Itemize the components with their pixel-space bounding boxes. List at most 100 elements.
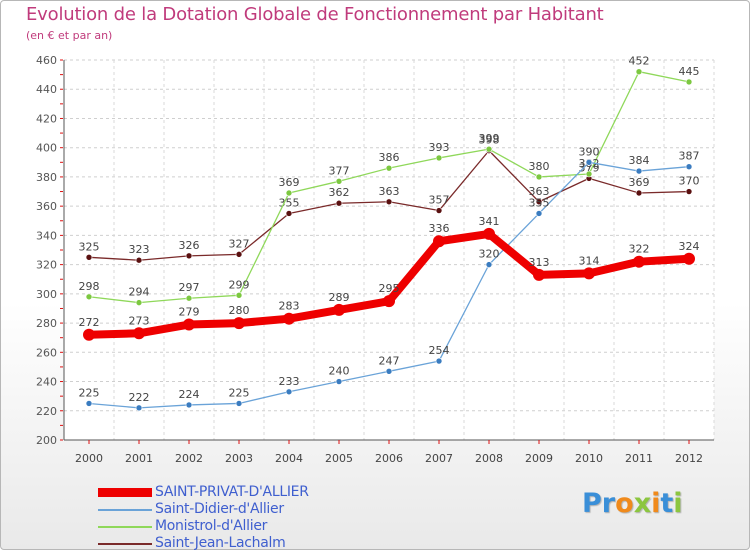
logo-letter: i (651, 488, 661, 519)
data-point (385, 164, 393, 172)
data-point (133, 327, 145, 340)
x-tick-label: 2006 (375, 452, 403, 465)
data-point (583, 267, 595, 280)
data-label: 320 (479, 248, 500, 261)
logo-letter: i (673, 488, 683, 519)
data-point (85, 293, 93, 301)
data-label: 362 (329, 186, 350, 199)
data-label: 273 (129, 314, 150, 327)
legend-swatch (98, 509, 152, 511)
legend-label: Saint-Jean-Lachalm (155, 535, 286, 551)
data-label: 390 (579, 145, 600, 158)
y-tick-label: 280 (36, 317, 57, 330)
data-point (435, 154, 443, 162)
data-point (535, 173, 543, 181)
data-point (335, 378, 343, 385)
data-label: 294 (129, 286, 150, 299)
logo-letter: r (601, 488, 616, 519)
data-point (633, 255, 645, 268)
data-point (435, 207, 443, 214)
data-point (683, 252, 695, 265)
x-tick-label: 2011 (625, 452, 653, 465)
chart-subtitle: (en € et par an) (26, 29, 113, 42)
data-label: 295 (379, 282, 400, 295)
data-label: 377 (329, 164, 350, 177)
data-point (535, 198, 543, 206)
data-point (635, 68, 643, 75)
data-point (285, 210, 293, 217)
data-point (483, 227, 495, 240)
data-label: 322 (629, 243, 650, 256)
data-point (485, 261, 493, 268)
x-tick-label: 2004 (275, 452, 303, 465)
x-tick-label: 2000 (75, 452, 103, 465)
data-label: 240 (329, 365, 350, 378)
data-label: 247 (379, 354, 400, 367)
data-label: 313 (529, 256, 550, 269)
data-label: 254 (429, 344, 450, 357)
y-tick-label: 420 (36, 112, 57, 125)
data-point (285, 388, 293, 396)
data-label: 280 (229, 304, 250, 317)
y-tick-label: 200 (36, 434, 57, 447)
legend-label: Saint-Didier-d'Allier (155, 501, 284, 517)
logo-letter: x (633, 488, 652, 519)
y-tick-label: 300 (36, 288, 57, 301)
y-tick-label: 460 (36, 54, 57, 67)
y-tick-label: 360 (36, 200, 57, 213)
proxiti-logo: Proxiti (582, 488, 683, 519)
logo-letter: P (582, 488, 602, 519)
data-label: 299 (229, 278, 250, 291)
data-point (185, 401, 193, 409)
legend-swatch (98, 488, 152, 497)
legend-label: SAINT-PRIVAT-D'ALLIER (155, 484, 309, 500)
data-point (585, 170, 593, 178)
data-point (435, 357, 443, 365)
data-point (685, 163, 693, 170)
data-label: 369 (279, 176, 300, 189)
data-label: 380 (529, 160, 550, 173)
data-label: 398 (479, 134, 500, 147)
legend-swatch (98, 526, 152, 528)
data-label: 386 (379, 151, 400, 164)
data-label: 336 (429, 222, 450, 235)
data-point (635, 189, 643, 197)
data-point (385, 198, 393, 206)
y-tick-label: 440 (36, 83, 57, 96)
y-tick-label: 320 (36, 259, 57, 272)
data-point (85, 400, 93, 407)
x-tick-label: 2012 (675, 452, 703, 465)
x-tick-label: 2003 (225, 452, 253, 465)
data-point (183, 318, 195, 331)
data-point (135, 256, 143, 264)
data-label: 445 (679, 65, 700, 78)
data-point (335, 199, 343, 207)
data-point (185, 294, 193, 302)
data-point (135, 404, 143, 412)
data-point (83, 328, 95, 341)
data-point (485, 145, 493, 153)
plot-area (64, 60, 714, 440)
data-point (433, 235, 445, 248)
data-label: 393 (429, 141, 450, 154)
legend-label: Monistrol-d'Allier (155, 518, 268, 534)
data-label: 314 (579, 254, 600, 267)
data-label: 355 (279, 196, 300, 209)
y-tick-label: 340 (36, 229, 57, 242)
data-label: 279 (179, 306, 200, 319)
y-tick-label: 240 (36, 376, 57, 389)
data-label: 399 (479, 132, 500, 145)
data-point (533, 268, 545, 281)
data-point (235, 251, 243, 258)
data-point (335, 178, 343, 185)
data-label: 387 (679, 150, 700, 163)
data-label: 355 (529, 196, 550, 209)
y-tick-label: 220 (36, 405, 57, 418)
data-point (135, 299, 143, 306)
x-tick-label: 2009 (525, 452, 553, 465)
data-point (333, 303, 345, 316)
data-point (535, 210, 543, 217)
data-label: 298 (79, 280, 100, 293)
data-point (635, 167, 643, 175)
